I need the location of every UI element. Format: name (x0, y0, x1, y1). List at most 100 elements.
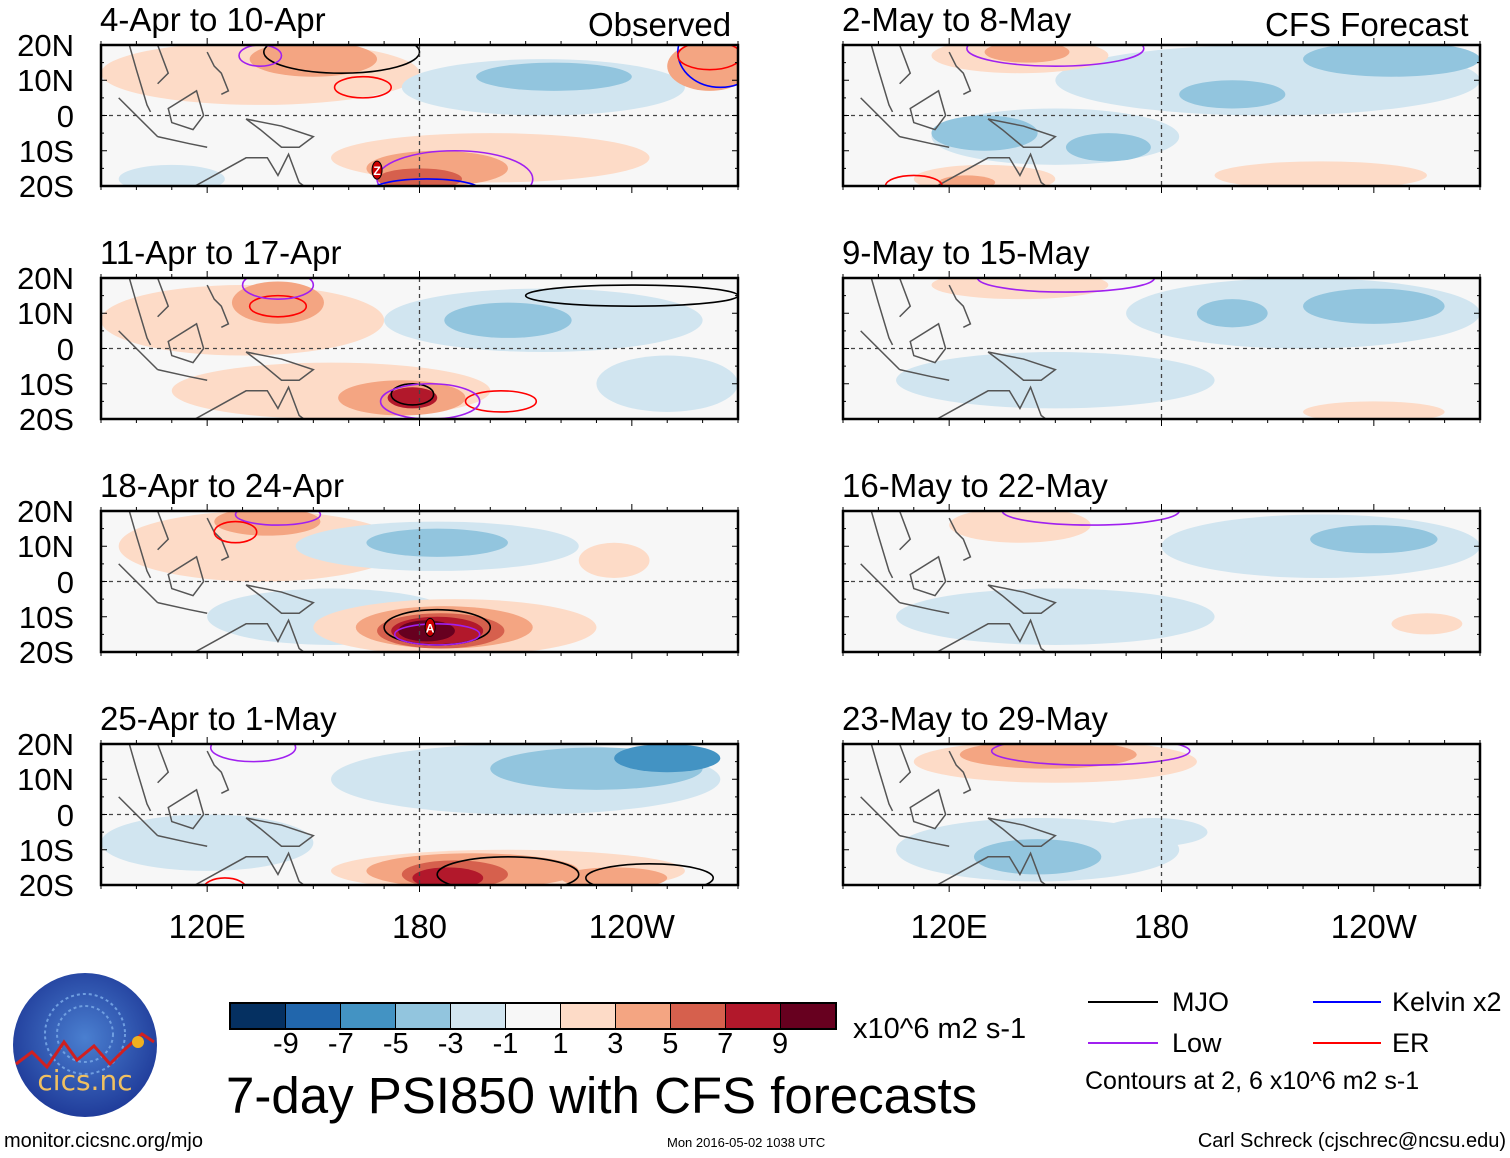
logo-text: cics.nc (37, 1064, 132, 1097)
contour-er (203, 877, 246, 885)
anomaly-region (1303, 288, 1445, 324)
coastline-australia (935, 851, 1048, 885)
lat-label: 20S (18, 635, 74, 670)
colorbar-swatch (285, 1004, 340, 1028)
lon-label: 120W (1330, 908, 1417, 945)
panel-frame (841, 276, 1482, 421)
lat-label: 10S (18, 599, 74, 635)
contour-mjo (436, 856, 580, 885)
panel-title: 23-May to 29-May (842, 700, 1108, 737)
contour-low (209, 744, 297, 763)
coastline-australia (193, 618, 306, 652)
lon-label: 180 (1133, 908, 1190, 945)
contour-low (379, 382, 481, 419)
coastline-asia (118, 744, 315, 847)
panel-title: 16-May to 22-May (842, 467, 1108, 504)
colorbar-tick-label: 3 (607, 1028, 624, 1060)
lat-label: 10S (18, 366, 74, 402)
colorbar-tick-label: -7 (327, 1028, 354, 1060)
colorbar-swatch (560, 1004, 615, 1028)
footer-url: monitor.cicsnc.org/mjo (4, 1130, 203, 1152)
forecast-header: CFS Forecast (1265, 6, 1469, 43)
anomaly-region (1391, 613, 1463, 635)
contour-er (884, 174, 943, 186)
panel-frame (841, 43, 1482, 188)
anomaly-region (476, 62, 632, 91)
coastline-asia (118, 45, 315, 148)
lat-label: 0 (56, 564, 74, 600)
anomaly-region (896, 588, 1215, 645)
map-panel: A (99, 504, 740, 659)
lon-label: 120E (168, 908, 246, 945)
lat-label: 10N (17, 529, 74, 565)
anomaly-region (1214, 161, 1427, 186)
colorbar-tick-label: 9 (772, 1028, 789, 1060)
contour-kelvin (375, 178, 479, 186)
panel-frame (99, 742, 740, 887)
legend-er-label: ER (1392, 1028, 1430, 1058)
panel-frame (99, 43, 740, 188)
coastline-australia (193, 385, 306, 419)
colorbar (229, 1002, 837, 1030)
contour-mjo (585, 863, 715, 885)
colorbar-swatch (725, 1004, 780, 1028)
coastline-asia (860, 278, 1057, 381)
anomaly-region (578, 542, 650, 578)
lat-label: 20N (17, 727, 74, 762)
anomaly-region (118, 511, 402, 582)
lat-label: 10N (17, 762, 74, 798)
map-panel (99, 737, 740, 892)
coastline-asia (860, 45, 1057, 148)
anomaly-region (984, 45, 1070, 63)
anomaly-region (1303, 45, 1480, 77)
cics-logo: cics.nc (13, 973, 157, 1117)
footer-timestamp: Mon 2016-05-02 1038 UTC (667, 1135, 826, 1150)
anomaly-region (118, 164, 225, 186)
contour-kelvin (677, 45, 738, 89)
lat-label: 0 (56, 331, 74, 367)
contour-er (248, 294, 308, 318)
colorbar-units: x10^6 m2 s-1 (853, 1013, 1027, 1045)
colorbar-swatch (505, 1004, 560, 1028)
coastline-australia (193, 152, 306, 186)
contour-low (966, 45, 1145, 67)
anomaly-region (214, 511, 321, 536)
colorbar-tick-label: 7 (717, 1028, 734, 1060)
anomaly-region (101, 814, 314, 871)
coastline-australia (935, 152, 1048, 186)
legend-er-line (1313, 1042, 1381, 1044)
coastline-asia (860, 511, 1057, 614)
coastline-asia (860, 744, 1057, 847)
anomaly-region (444, 302, 572, 338)
colorbar-tick-label: -1 (492, 1028, 519, 1060)
panel-frame (841, 509, 1482, 654)
anomaly-region (896, 352, 1215, 409)
anomaly-region (667, 45, 738, 91)
legend-low-label: Low (1172, 1028, 1222, 1058)
anomaly-region (1065, 133, 1151, 162)
panel-title: 25-Apr to 1-May (100, 700, 337, 737)
lon-label: 180 (391, 908, 448, 945)
panel-frame (841, 742, 1482, 887)
contour-low (976, 278, 1156, 293)
figure-title: 7-day PSI850 with CFS forecasts (226, 1067, 978, 1124)
contour-mjo (390, 382, 435, 406)
map-panel (841, 38, 1482, 193)
colorbar-swatch (450, 1004, 505, 1028)
colorbar-swatch (395, 1004, 450, 1028)
contour-low (393, 623, 481, 646)
contour-er (464, 390, 538, 413)
coastline-australia (935, 618, 1048, 652)
anomaly-region (931, 278, 1109, 300)
anomaly-region (377, 168, 462, 186)
contour-mjo (263, 45, 421, 74)
lat-label: 10N (17, 63, 74, 99)
anomaly-region (1310, 525, 1438, 554)
anomaly-region (614, 744, 721, 773)
lat-label: 10S (18, 133, 74, 169)
colorbar-swatch (780, 1004, 835, 1028)
anomaly-region (1101, 818, 1208, 847)
legend-mjo-line (1088, 1001, 1158, 1003)
panel-title: 2-May to 8-May (842, 1, 1072, 38)
